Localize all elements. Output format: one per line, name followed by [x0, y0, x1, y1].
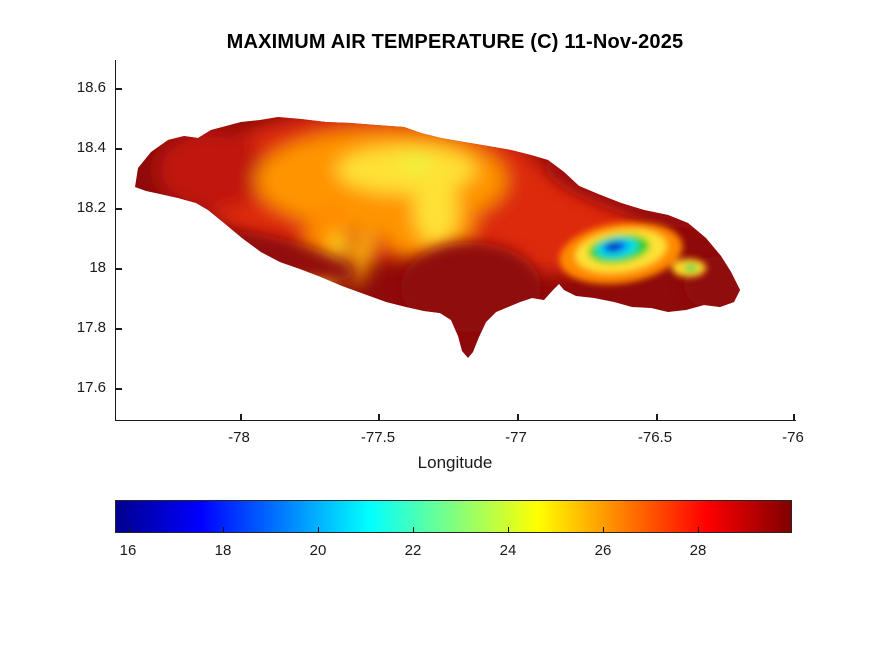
- east-cool-spot-green: [684, 264, 698, 272]
- warm-interior-field: [156, 117, 636, 302]
- y-tick-mark: [116, 328, 122, 330]
- temp-blob-yellow: [336, 146, 476, 194]
- y-axis-tick-label: 17.6: [76, 379, 106, 396]
- x-tick-mark: [517, 414, 519, 420]
- plot-title: MAXIMUM AIR TEMPERATURE (C) 11-Nov-2025: [226, 31, 684, 53]
- colorbar-tick-label: 24: [499, 542, 517, 559]
- y-tick-mark: [116, 148, 122, 150]
- y-tick-mark: [116, 388, 122, 390]
- x-tick-mark: [656, 414, 658, 420]
- y-tick-mark: [116, 268, 122, 270]
- x-tick-mark: [240, 414, 242, 420]
- x-axis-tick-label: -76.5: [637, 429, 673, 446]
- x-axis-tick-label: -77.5: [360, 429, 396, 446]
- colorbar-tick-mark: [128, 527, 129, 532]
- temp-blob-darkred: [401, 242, 541, 332]
- colorbar-tick-label: 22: [404, 542, 422, 559]
- x-axis-tick-label: -77: [505, 429, 527, 446]
- plot-area: [115, 60, 796, 421]
- cold-core-navy: [607, 243, 619, 250]
- x-tick-mark: [378, 414, 380, 420]
- temperature-map: [135, 117, 740, 358]
- temp-blob-yellow: [414, 175, 458, 245]
- colorbar-tick-mark: [698, 527, 699, 532]
- x-axis-label: Longitude: [417, 453, 493, 472]
- colorbar-gradient: [115, 500, 792, 533]
- y-axis-tick-label: 18.6: [76, 79, 106, 96]
- colorbar-tick-label: 18: [214, 542, 232, 559]
- colorbar-tick-label: 16: [119, 542, 137, 559]
- x-axis-tick-label: -78: [228, 429, 250, 446]
- colorbar-tick-mark: [413, 527, 414, 532]
- colorbar-tick-label: 26: [594, 542, 612, 559]
- blue-mountains-cold-spot: [559, 222, 706, 284]
- y-axis-tick-label: 18.4: [76, 139, 106, 156]
- x-axis-tick-label: -76: [782, 429, 804, 446]
- colorbar-tick-mark: [223, 527, 224, 532]
- temp-blob-amber-streak: [351, 226, 373, 286]
- temp-blob-red: [156, 130, 266, 210]
- y-axis-tick-label: 18.2: [76, 199, 106, 216]
- colorbar-tick-mark: [318, 527, 319, 532]
- colorbar-tick-mark: [603, 527, 604, 532]
- temp-blob-yellow-green: [398, 155, 434, 171]
- x-tick-mark: [793, 414, 795, 420]
- colorbar-tick-mark: [508, 527, 509, 532]
- colorbar-tick-label: 28: [689, 542, 707, 559]
- y-axis-tick-label: 18: [89, 259, 106, 276]
- y-axis-tick-label: 17.8: [76, 319, 106, 336]
- colorbar-tick-label: 20: [309, 542, 327, 559]
- y-tick-mark: [116, 208, 122, 210]
- y-tick-mark: [116, 88, 122, 90]
